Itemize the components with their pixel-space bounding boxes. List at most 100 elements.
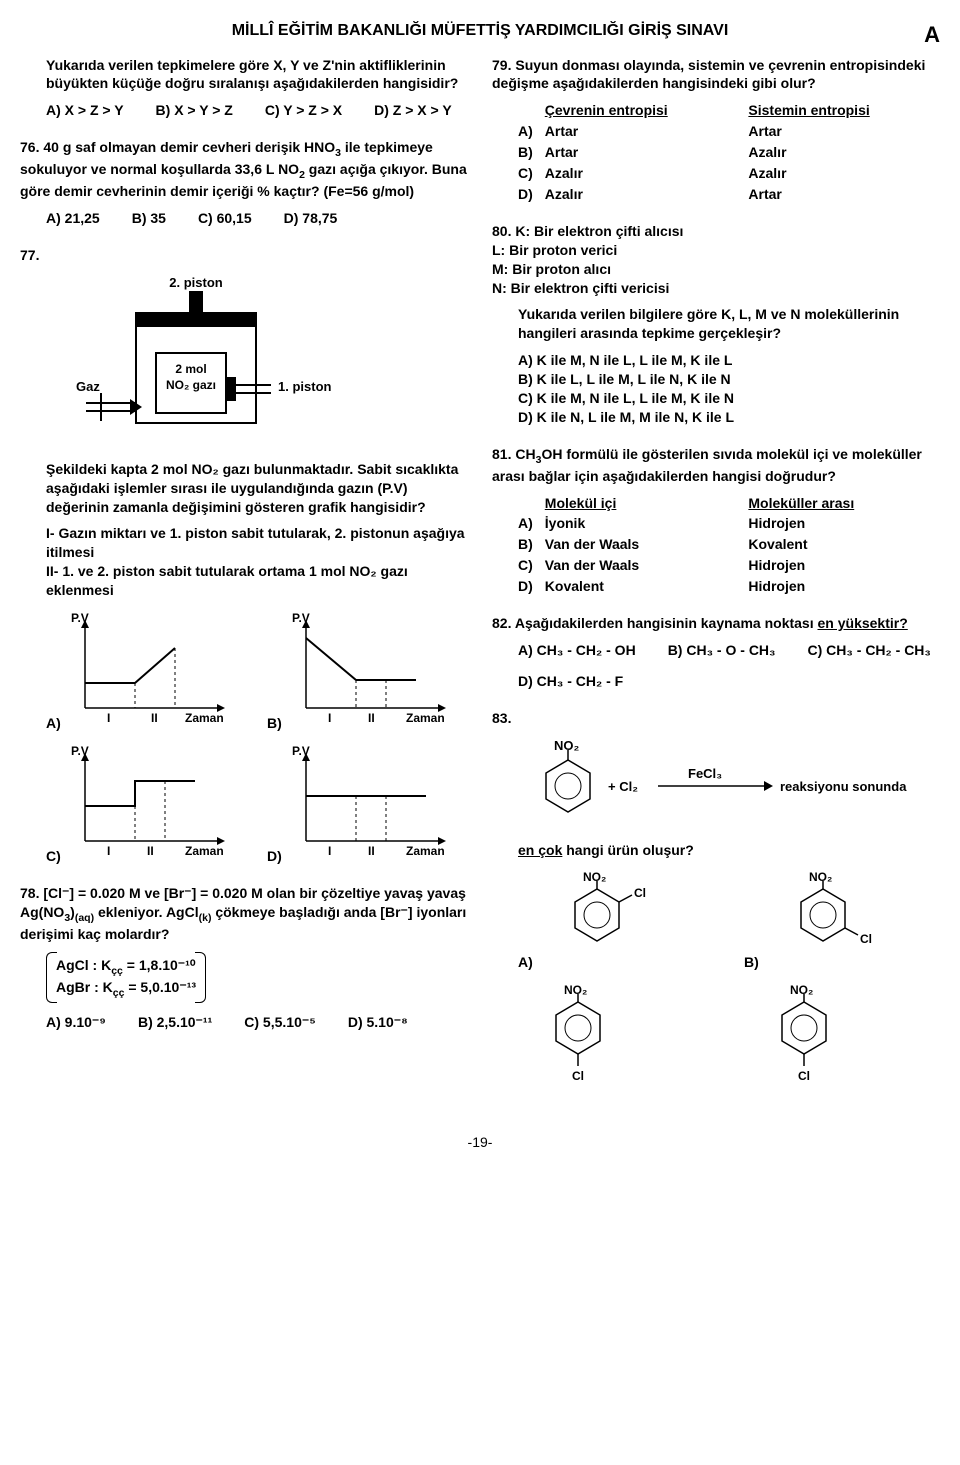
q79-hd1: Çevrenin entropisi	[545, 101, 737, 120]
svg-text:+ Cl₂: + Cl₂	[608, 779, 638, 794]
q77-steps: I- Gazın miktarı ve 1. piston sabit tutu…	[20, 524, 468, 600]
chart-b-svg: P.V I II Zaman	[286, 608, 456, 728]
q83-c-svg: NO₂ Cl	[518, 980, 648, 1090]
q76-d: D) 78,75	[284, 209, 338, 228]
chart-c-svg: P.V I II Zaman	[65, 741, 235, 861]
q78-a: A) 9.10⁻⁹	[46, 1013, 106, 1032]
q78-ksp: AgCl : Kçç = 1,8.10⁻¹⁰ AgBr : Kçç = 5,0.…	[20, 952, 468, 1004]
q83-opt-b: B) NO₂ Cl	[744, 867, 940, 972]
q81-table: Molekül içi Moleküller arası A)İyonikHid…	[492, 494, 940, 596]
page-number: -19-	[20, 1133, 940, 1152]
q77-charts-row1: A) P.V I II Zaman	[20, 608, 468, 733]
chart-a-svg: P.V I II Zaman	[65, 608, 235, 728]
svg-text:Zaman: Zaman	[185, 844, 224, 858]
page-header: MİLLÎ EĞİTİM BAKANLIĞI MÜFETTİŞ YARDIMCI…	[20, 20, 940, 42]
piston2-label: 2. piston	[169, 275, 223, 290]
svg-text:II: II	[151, 711, 158, 725]
svg-text:I: I	[107, 844, 110, 858]
q78-options: A) 9.10⁻⁹ B) 2,5.10⁻¹¹ C) 5,5.10⁻⁵ D) 5.…	[20, 1013, 468, 1032]
question-81: 81. CH3OH formülü ile gösterilen sıvıda …	[492, 445, 940, 596]
svg-text:Zaman: Zaman	[185, 711, 224, 725]
svg-text:Zaman: Zaman	[406, 844, 445, 858]
q83-opt-d: NO₂ Cl	[744, 980, 940, 1095]
right-column: 79. Suyun donması olayında, sistemin ve …	[492, 56, 940, 1114]
q83-d-svg: NO₂ Cl	[744, 980, 874, 1090]
svg-text:NO₂: NO₂	[564, 983, 587, 997]
q83-options-row2: NO₂ Cl NO₂ Cl	[492, 980, 940, 1095]
svg-text:II: II	[368, 711, 375, 725]
q79-text: 79. Suyun donması olayında, sistemin ve …	[492, 56, 940, 94]
q78-b: B) 2,5.10⁻¹¹	[138, 1013, 212, 1032]
svg-text:II: II	[368, 844, 375, 858]
q78-d: D) 5.10⁻⁸	[348, 1013, 408, 1032]
question-78: 78. [Cl⁻] = 0.020 M ve [Br⁻] = 0.020 M o…	[20, 884, 468, 1033]
q78-c: C) 5,5.10⁻⁵	[244, 1013, 316, 1032]
opt-b: B) X > Y > Z	[156, 101, 233, 120]
question-83: 83. NO₂ + Cl₂ FeCl₃ reaksiyonu sonunda e…	[492, 709, 940, 1095]
q80-text: Yukarıda verilen bilgilere göre K, L, M …	[492, 305, 940, 343]
q83-opt-a: A) NO₂ Cl	[518, 867, 714, 972]
mol-label: 2 mol	[175, 362, 206, 376]
q83-num: 83.	[492, 709, 940, 728]
q77-text: Şekildeki kapta 2 mol NO₂ gazı bulunmakt…	[20, 460, 468, 517]
svg-text:NO₂: NO₂	[583, 870, 606, 884]
svg-text:Cl: Cl	[572, 1069, 584, 1083]
q77-chart-a: A) P.V I II Zaman	[46, 608, 247, 733]
gaz-label: Gaz	[76, 379, 100, 394]
piston-diagram: 2. piston 2 mol NO₂ gazı Gaz	[46, 273, 468, 448]
question-77: 77. 2. piston 2 mol NO₂ gazı	[20, 246, 468, 866]
q80-options: A) K ile M, N ile L, L ile M, K ile L B)…	[492, 351, 940, 427]
intro-options: A) X > Z > Y B) X > Y > Z C) Y > Z > X D…	[20, 101, 468, 120]
q77-charts-row2: C) P.V I II Zaman	[20, 741, 468, 866]
q77-chart-d: D) P.V I II Zaman	[267, 741, 468, 866]
q77-chart-c: C) P.V I II Zaman	[46, 741, 247, 866]
question-79: 79. Suyun donması olayında, sistemin ve …	[492, 56, 940, 204]
q82-text: 82. Aşağıdakilerden hangisinin kaynama n…	[492, 614, 940, 633]
q79-hd2: Sistemin entropisi	[748, 101, 940, 120]
two-column-layout: Yukarıda verilen tepkimelere göre X, Y v…	[20, 56, 940, 1114]
svg-text:I: I	[328, 711, 331, 725]
exam-variant-letter: A	[924, 20, 940, 50]
svg-text:I: I	[328, 844, 331, 858]
svg-text:Cl: Cl	[798, 1069, 810, 1083]
opt-d: D) Z > X > Y	[374, 101, 452, 120]
q83-reaction: NO₂ + Cl₂ FeCl₃ reaksiyonu sonunda en ço…	[492, 736, 940, 860]
q81-text: 81. CH3OH formülü ile gösterilen sıvıda …	[492, 445, 940, 486]
q76-c: C) 60,15	[198, 209, 252, 228]
q83-options-row1: A) NO₂ Cl B) NO₂	[492, 867, 940, 972]
piston-svg: 2. piston 2 mol NO₂ gazı Gaz	[46, 273, 346, 443]
q76-text: 76. 40 g saf olmayan demir cevheri deriş…	[20, 138, 468, 201]
piston1-label: 1. piston	[278, 379, 332, 394]
svg-text:II: II	[147, 844, 154, 858]
svg-text:I: I	[107, 711, 110, 725]
left-column: Yukarıda verilen tepkimelere göre X, Y v…	[20, 56, 468, 1114]
q83-b-svg: NO₂ Cl	[763, 867, 893, 967]
question-80: 80. K: Bir elektron çifti alıcısı L: Bir…	[492, 222, 940, 427]
q77-header: 77.	[20, 246, 468, 265]
svg-text:Cl: Cl	[860, 932, 872, 946]
svg-text:NO₂: NO₂	[790, 983, 813, 997]
q83-opt-c: NO₂ Cl	[518, 980, 714, 1095]
svg-text:FeCl₃: FeCl₃	[688, 766, 722, 781]
q83-reaction-svg: NO₂ + Cl₂ FeCl₃ reaksiyonu sonunda	[518, 736, 938, 836]
q76-b: B) 35	[132, 209, 166, 228]
opt-c: C) Y > Z > X	[265, 101, 342, 120]
header-title: MİLLÎ EĞİTİM BAKANLIĞI MÜFETTİŞ YARDIMCI…	[232, 22, 729, 39]
opt-a: A) X > Z > Y	[46, 101, 124, 120]
chart-d-svg: P.V I II Zaman	[286, 741, 456, 861]
q83-a-svg: NO₂ Cl	[537, 867, 667, 967]
svg-text:NO₂: NO₂	[809, 870, 832, 884]
intro-question: Yukarıda verilen tepkimelere göre X, Y v…	[20, 56, 468, 121]
svg-text:Cl: Cl	[634, 886, 646, 900]
question-82: 82. Aşağıdakilerden hangisinin kaynama n…	[492, 614, 940, 691]
q82-options: A) CH₃ - CH₂ - OH B) CH₃ - O - CH₃ C) CH…	[492, 641, 940, 691]
q78-text: 78. [Cl⁻] = 0.020 M ve [Br⁻] = 0.020 M o…	[20, 884, 468, 944]
q80-defs: 80. K: Bir elektron çifti alıcısı L: Bir…	[492, 222, 940, 298]
q76-a: A) 21,25	[46, 209, 100, 228]
svg-text:Zaman: Zaman	[406, 711, 445, 725]
no2-label: NO₂ gazı	[166, 378, 216, 392]
q79-table: Çevrenin entropisi Sistemin entropisi A)…	[492, 101, 940, 203]
intro-text: Yukarıda verilen tepkimelere göre X, Y v…	[20, 56, 468, 94]
question-76: 76. 40 g saf olmayan demir cevheri deriş…	[20, 138, 468, 228]
q77-chart-b: B) P.V I II Zaman	[267, 608, 468, 733]
